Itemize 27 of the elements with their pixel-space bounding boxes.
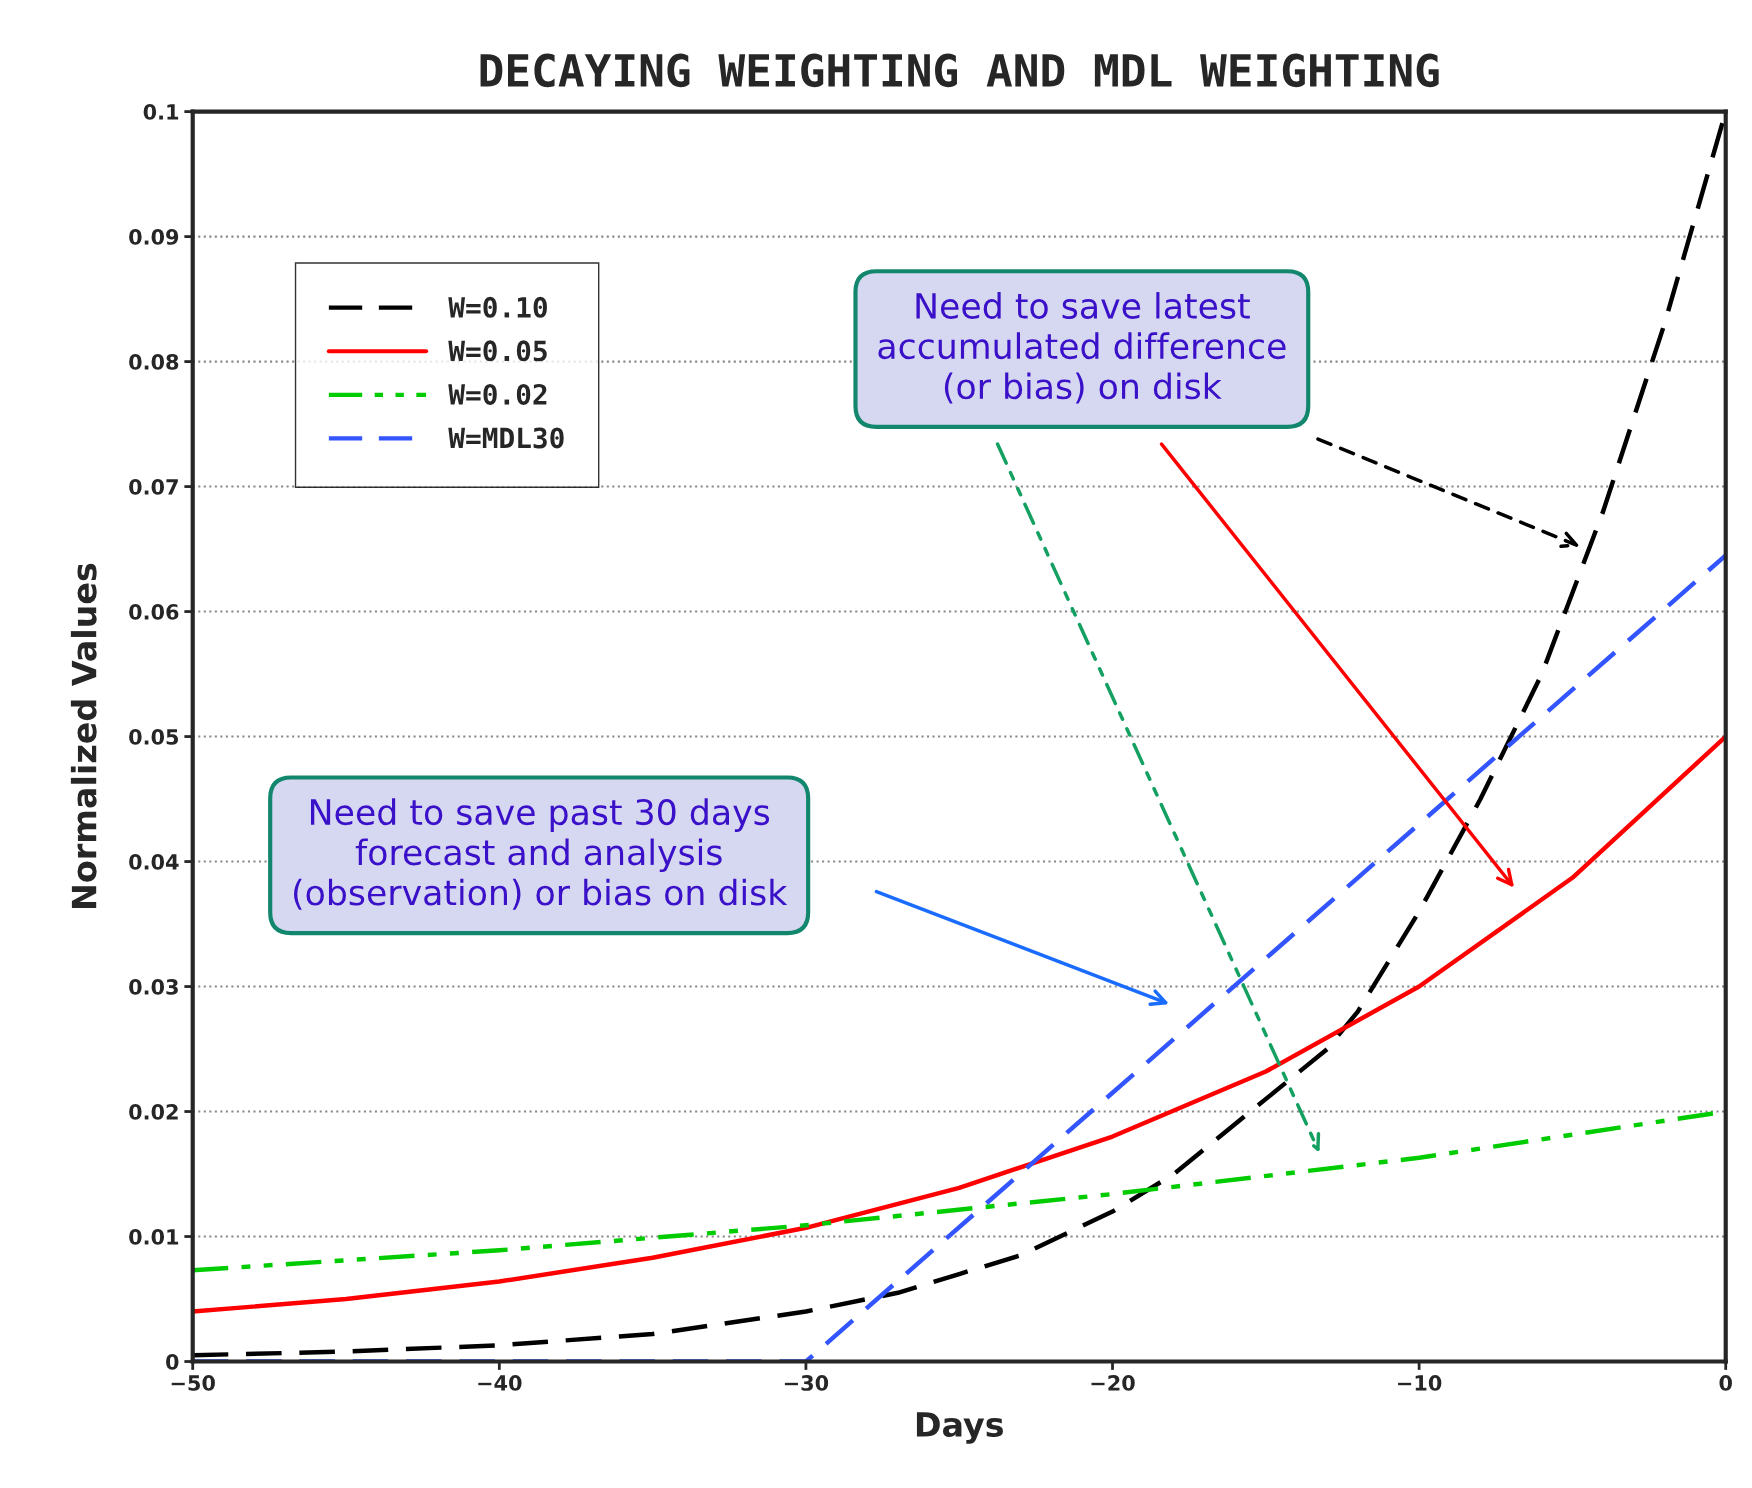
x-tick-label: −20 — [1091, 1375, 1135, 1391]
y-tick-label: 0.04 — [129, 854, 179, 870]
annotation: Need to save latest accumulated difference (or bias) on disk — [878, 292, 1286, 404]
line-series — [192, 734, 1726, 1314]
y-tick-label: 0.08 — [129, 354, 179, 370]
x-tick-label: −30 — [784, 1375, 829, 1391]
x-tick-label: −50 — [171, 1375, 215, 1391]
y-tick-label: 0.05 — [129, 729, 179, 745]
y-tick-label: 0.03 — [129, 979, 178, 995]
x-tick-label: −10 — [1398, 1375, 1442, 1391]
annotation: Need to save past 30 days forecast and analysis (observation) or bias on disk — [294, 798, 788, 910]
y-tick-label: 0 — [166, 1353, 179, 1370]
y-tick-label: 0.07 — [129, 479, 178, 495]
legend-label: W=0.10 — [448, 296, 547, 318]
y-tick-label: 0.06 — [129, 604, 179, 620]
y-tick-label: 0.02 — [129, 1103, 178, 1120]
legend-label: W=0.05 — [448, 340, 547, 362]
x-tick-label: −40 — [478, 1375, 522, 1391]
y-tick-label: 0.1 — [143, 104, 179, 120]
legend-label: W=0.02 — [448, 383, 547, 405]
x-axis-title: Days — [916, 1412, 1003, 1444]
y-axis-title: Normalized Values — [70, 563, 97, 908]
chart-title: DECAYING WEIGHTING AND MDL WEIGHTING — [480, 53, 1439, 88]
y-tick-label: 0.09 — [129, 229, 179, 245]
x-tick-label: 0 — [1719, 1375, 1732, 1391]
y-tick-label: 0.01 — [129, 1228, 179, 1245]
legend-label: W=MDL30 — [448, 427, 564, 449]
